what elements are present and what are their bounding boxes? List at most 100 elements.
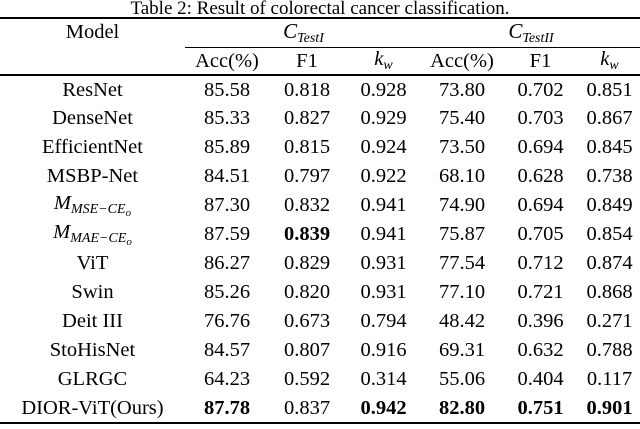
table-row: MSBP-Net 84.51 0.797 0.922 68.10 0.628 0… bbox=[0, 162, 640, 191]
value-cell: 87.59 bbox=[203, 223, 251, 245]
value-cell: 0.738 bbox=[586, 165, 633, 187]
value-cell: 0.916 bbox=[360, 339, 407, 361]
value-cell: 85.33 bbox=[203, 107, 251, 129]
table-row: Deit III 76.76 0.673 0.794 48.42 0.396 0… bbox=[0, 307, 640, 336]
table-caption: Table 2: Result of colorectal cancer cla… bbox=[130, 0, 510, 19]
value-cell: 0.632 bbox=[517, 339, 564, 361]
value-cell: 68.10 bbox=[438, 165, 486, 187]
value-cell: 69.31 bbox=[438, 339, 486, 361]
table-row: GLRGC 64.23 0.592 0.314 55.06 0.404 0.11… bbox=[0, 365, 640, 394]
math-base: k bbox=[600, 48, 610, 70]
value-cell: 64.23 bbox=[203, 368, 251, 390]
value-cell: 0.941 bbox=[360, 223, 407, 245]
value-cell: 0.941 bbox=[360, 194, 407, 216]
value-cell: 87.78 bbox=[203, 396, 251, 419]
top-rule bbox=[0, 17, 640, 19]
value-cell: 0.854 bbox=[586, 223, 633, 245]
value-cell: 0.931 bbox=[360, 252, 407, 274]
table-row: DenseNet 85.33 0.827 0.929 75.40 0.703 0… bbox=[0, 104, 640, 133]
value-cell: 85.26 bbox=[203, 281, 251, 303]
value-cell: 0.827 bbox=[283, 107, 331, 129]
column-group-test1: CTestI bbox=[185, 19, 422, 48]
value-cell: 74.90 bbox=[438, 194, 486, 216]
value-cell: 0.867 bbox=[586, 107, 633, 129]
sub-header-row: Acc(%) F1 kw Acc(%) F1 kw bbox=[0, 47, 640, 76]
math-sub: TestI bbox=[297, 31, 324, 46]
value-cell: 0.396 bbox=[517, 310, 564, 332]
value-cell: 0.931 bbox=[360, 281, 407, 303]
value-cell: 0.705 bbox=[517, 223, 564, 245]
math-sub: w bbox=[609, 58, 619, 73]
value-cell: 0.942 bbox=[360, 396, 407, 419]
column-header-f1-test1: F1 bbox=[269, 47, 345, 76]
value-cell: 75.40 bbox=[438, 107, 486, 129]
value-cell: 0.874 bbox=[586, 252, 633, 274]
table-body: ResNet 85.58 0.818 0.928 73.80 0.702 0.8… bbox=[0, 75, 640, 423]
value-cell: 0.849 bbox=[586, 194, 633, 216]
math-subsub: o bbox=[125, 207, 132, 219]
math-sub: TestII bbox=[522, 31, 554, 46]
model-cell: ResNet bbox=[62, 78, 123, 101]
math-sub: MAE−CE bbox=[70, 231, 127, 246]
value-cell: 0.721 bbox=[517, 281, 564, 303]
value-cell: 77.10 bbox=[438, 281, 486, 303]
value-cell: 0.794 bbox=[360, 310, 407, 332]
column-header-f1-test2: F1 bbox=[502, 47, 579, 76]
value-cell: 0.751 bbox=[517, 396, 564, 419]
value-cell: 0.818 bbox=[283, 78, 331, 101]
value-cell: 0.702 bbox=[517, 78, 564, 101]
value-cell: 0.314 bbox=[360, 368, 407, 390]
math-base: C bbox=[283, 19, 298, 43]
model-cell: GLRGC bbox=[57, 368, 128, 390]
value-cell: 0.851 bbox=[586, 78, 633, 101]
model-cell: MMSE−CEo bbox=[0, 191, 185, 220]
value-cell: 0.922 bbox=[360, 165, 407, 187]
model-cell: Deit III bbox=[62, 310, 123, 332]
value-cell: 73.50 bbox=[438, 136, 486, 158]
table-row: EfficientNet 85.89 0.815 0.924 73.50 0.6… bbox=[0, 133, 640, 162]
model-cell: MSBP-Net bbox=[46, 165, 139, 187]
math-base: M bbox=[53, 221, 71, 243]
column-header-kw-test1: kw bbox=[345, 47, 422, 76]
value-cell: 75.87 bbox=[438, 223, 486, 245]
table-row: StoHisNet 84.57 0.807 0.916 69.31 0.632 … bbox=[0, 336, 640, 365]
table-row: MMSE−CEo 87.30 0.832 0.941 74.90 0.694 0… bbox=[0, 191, 640, 220]
value-cell: 82.80 bbox=[438, 396, 486, 419]
value-cell: 0.807 bbox=[283, 339, 331, 361]
model-cell: StoHisNet bbox=[49, 339, 136, 361]
model-cell: ViT bbox=[76, 252, 109, 274]
value-cell: 0.837 bbox=[283, 396, 331, 419]
model-cell: MMAE−CEo bbox=[0, 220, 185, 249]
table-row: ViT 86.27 0.829 0.931 77.54 0.712 0.874 bbox=[0, 249, 640, 278]
table-row: Swin 85.26 0.820 0.931 77.10 0.721 0.868 bbox=[0, 278, 640, 307]
value-cell: 84.51 bbox=[203, 165, 251, 187]
value-cell: 0.845 bbox=[586, 136, 633, 158]
group-header-row: Model CTestI CTestII bbox=[0, 19, 640, 76]
value-cell: 0.271 bbox=[586, 310, 633, 332]
model-cell: DenseNet bbox=[52, 107, 133, 129]
math-base: C bbox=[508, 19, 523, 43]
results-table: Model CTestI CTestII Acc(%) F1 kw Acc(%)… bbox=[0, 19, 640, 424]
value-cell: 0.628 bbox=[517, 165, 564, 187]
value-cell: 0.788 bbox=[586, 339, 633, 361]
column-header-acc-test2: Acc(%) bbox=[422, 47, 502, 76]
table-row: ResNet 85.58 0.818 0.928 73.80 0.702 0.8… bbox=[0, 75, 640, 104]
value-cell: 0.815 bbox=[283, 136, 331, 158]
value-cell: 77.54 bbox=[438, 252, 486, 274]
value-cell: 0.901 bbox=[586, 396, 633, 419]
value-cell: 87.30 bbox=[203, 194, 251, 216]
math-sub: MSE−CE bbox=[71, 202, 126, 217]
value-cell: 76.76 bbox=[203, 310, 251, 332]
math-sub: w bbox=[383, 58, 393, 73]
model-cell: DIOR-ViT(Ours) bbox=[21, 396, 164, 419]
table-row: MMAE−CEo 87.59 0.839 0.941 75.87 0.705 0… bbox=[0, 220, 640, 249]
value-cell: 0.117 bbox=[586, 368, 633, 390]
value-cell: 0.673 bbox=[283, 310, 331, 332]
math-subsub: o bbox=[126, 236, 132, 248]
column-header-acc-test1: Acc(%) bbox=[185, 47, 269, 76]
value-cell: 0.924 bbox=[360, 136, 407, 158]
value-cell: 0.829 bbox=[283, 252, 331, 274]
value-cell: 48.42 bbox=[438, 310, 486, 332]
value-cell: 84.57 bbox=[203, 339, 251, 361]
value-cell: 0.712 bbox=[517, 252, 564, 274]
